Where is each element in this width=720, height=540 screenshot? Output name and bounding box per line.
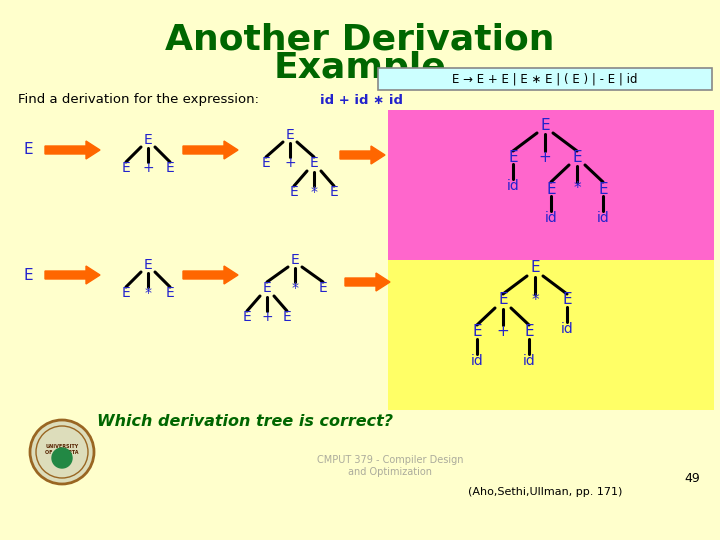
Text: E: E [261,156,271,170]
Text: and Optimization: and Optimization [348,467,432,477]
Text: *: * [145,286,151,300]
Text: Which derivation tree is correct?: Which derivation tree is correct? [97,415,393,429]
Text: (Aho,Sethi,Ullman, pp. 171): (Aho,Sethi,Ullman, pp. 171) [468,487,622,497]
Text: +: + [142,161,154,175]
Text: E: E [508,150,518,165]
Text: E: E [23,143,33,158]
Text: +: + [284,156,296,170]
Text: Another Derivation: Another Derivation [166,23,554,57]
Text: Find a derivation for the expression:: Find a derivation for the expression: [18,93,259,106]
Text: E: E [122,286,130,300]
Text: id: id [471,354,483,368]
Text: E: E [562,293,572,307]
Text: +: + [539,150,552,165]
FancyArrow shape [345,273,390,291]
Text: E: E [166,286,174,300]
Text: E: E [143,133,153,147]
Circle shape [30,420,94,484]
Text: 49: 49 [684,471,700,484]
Text: E: E [319,281,328,295]
Text: *: * [531,293,539,307]
Text: E: E [598,181,608,197]
Text: +: + [261,310,273,324]
Text: *: * [573,181,581,197]
Text: E: E [572,150,582,165]
Text: E: E [263,281,271,295]
Bar [388,110,714,385]
Text: id: id [561,322,573,336]
Text: E: E [546,181,556,197]
Text: id: id [507,179,519,193]
Text: E: E [283,310,292,324]
Text: E: E [498,293,508,307]
Text: OF ALBERTA: OF ALBERTA [45,449,78,455]
FancyArrow shape [340,146,385,164]
FancyArrow shape [183,141,238,159]
Bar [388,260,714,410]
Text: E: E [23,267,33,282]
Text: id: id [523,354,536,368]
FancyArrow shape [183,266,238,284]
Text: id + id ∗ id: id + id ∗ id [320,93,403,106]
Text: id: id [544,211,557,225]
Text: E: E [530,260,540,275]
Text: CMPUT 379 - Compiler Design: CMPUT 379 - Compiler Design [317,455,463,465]
Text: Example: Example [274,51,446,85]
Text: id: id [597,211,609,225]
Text: UNIVERSITY: UNIVERSITY [45,443,78,449]
Text: E: E [122,161,130,175]
FancyArrow shape [45,141,100,159]
Text: E: E [472,325,482,340]
Text: E: E [540,118,550,132]
Text: E: E [166,161,174,175]
Bar [378,68,712,90]
Text: E: E [524,325,534,340]
Text: *: * [310,185,318,199]
Circle shape [52,448,72,468]
Text: E: E [289,185,298,199]
Text: E: E [143,258,153,272]
Text: *: * [292,281,299,295]
Text: E: E [330,185,338,199]
Text: E: E [286,128,294,142]
Text: +: + [497,325,509,340]
FancyArrow shape [45,266,100,284]
Text: E: E [291,253,300,267]
Text: E → E + E | E ∗ E | ( E ) | - E | id: E → E + E | E ∗ E | ( E ) | - E | id [452,72,638,85]
Text: E: E [243,310,251,324]
Text: E: E [310,156,318,170]
